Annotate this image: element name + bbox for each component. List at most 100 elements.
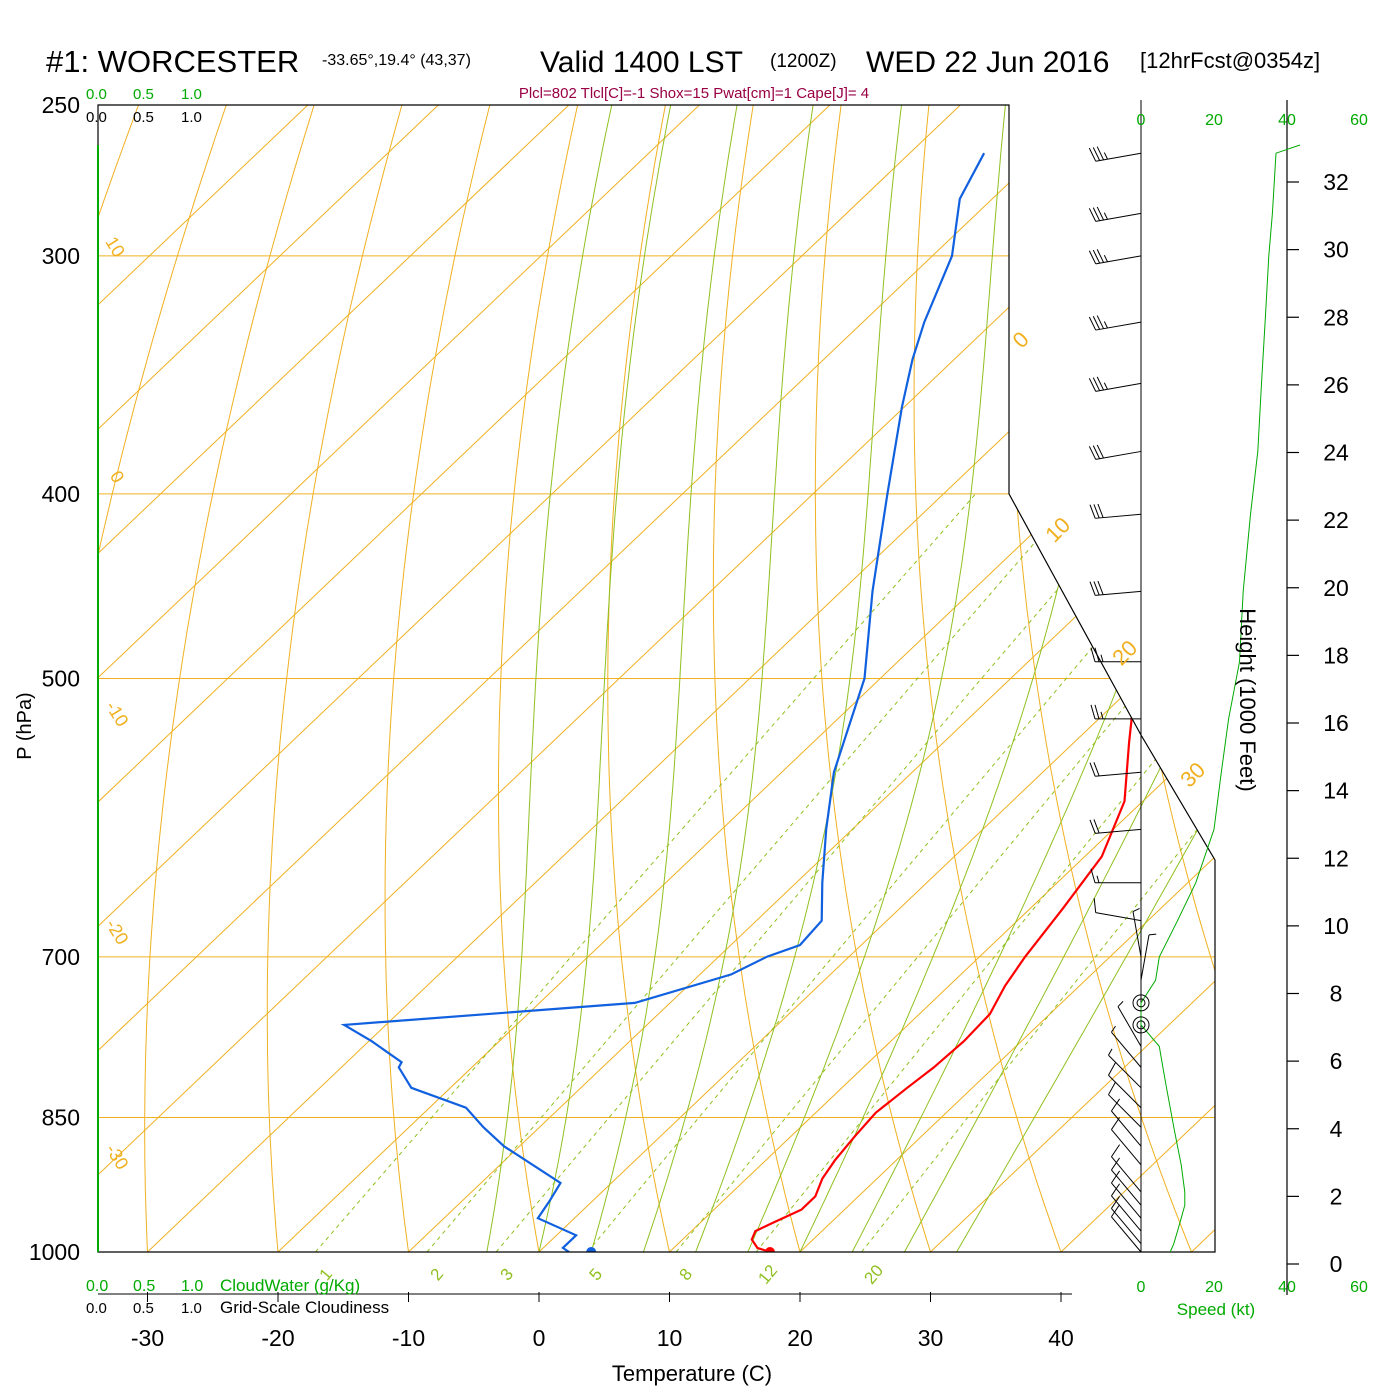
wind-barb-staff <box>1111 1208 1142 1245</box>
dewpoint-profile-line <box>340 152 986 1252</box>
height-tick-label: 26 <box>1323 372 1349 398</box>
mixing-ratio-line <box>587 493 1215 1252</box>
wind-barb-staff <box>1111 1129 1142 1166</box>
wind-barb-feather <box>1093 504 1100 519</box>
wind-barb-feather <box>1111 1098 1120 1112</box>
temperature-tick-label: -10 <box>392 1325 425 1351</box>
speed-top-40: 40 <box>1278 112 1296 129</box>
pressure-tick-label: 700 <box>42 944 80 970</box>
x-axis-label: Temperature (C) <box>612 1361 772 1386</box>
dry-adiabat-line <box>1191 105 1215 1252</box>
moist-adiabat-line <box>642 105 814 1252</box>
dry-adiabat-line <box>266 105 413 1252</box>
isotherm-line <box>98 105 570 1252</box>
isotherm-label: 0 <box>106 467 128 486</box>
adiabat-label: 30 <box>1175 757 1210 792</box>
temperature-tick-label: 40 <box>1048 1325 1074 1351</box>
isotherm-line <box>98 105 309 1252</box>
wind-barb-feather <box>1096 206 1105 221</box>
height-tick-label: 8 <box>1330 981 1343 1007</box>
cloudwater-scale-bottom-1: 0.5 <box>133 1278 155 1295</box>
wind-barb-half-feather <box>1103 321 1108 329</box>
wind-barb-staff <box>1095 828 1142 834</box>
wind-barb-feather <box>1108 1081 1116 1095</box>
wind-barb-half-feather <box>1111 1025 1116 1033</box>
wind-barb <box>1111 1025 1142 1068</box>
speed-bottom-40: 40 <box>1278 1279 1296 1296</box>
calm-wind-marker-inner <box>1136 1020 1146 1030</box>
dry-adiabat-line <box>1367 71 1400 1292</box>
wind-barb-staff <box>1111 1156 1142 1193</box>
wind-barb <box>1111 1204 1142 1253</box>
dry-adiabat-line <box>498 105 586 1252</box>
stability-indices: Plcl=802 Tlcl[C]=-1 Shox=15 Pwat[cm]=1 C… <box>519 85 869 102</box>
wind-barb <box>1088 249 1142 265</box>
valid-time: Valid 1400 LST <box>540 46 743 79</box>
wind-barb <box>1088 444 1142 460</box>
moist-adiabat-line <box>538 105 672 1252</box>
mixing-ratio-label: 5 <box>585 1265 606 1284</box>
wind-barb-half-feather <box>1132 907 1140 913</box>
wind-barb-feather <box>1093 819 1100 834</box>
wind-barb-staff <box>1111 1110 1142 1147</box>
wind-barb <box>1111 1098 1142 1147</box>
pressure-tick-label: 1000 <box>29 1239 80 1265</box>
isotherm-line <box>1191 105 1215 1252</box>
wind-barb <box>1108 1048 1142 1089</box>
adiabat-label: 20 <box>1107 635 1142 670</box>
mixing-ratio-label: 12 <box>754 1261 781 1288</box>
height-tick-label: 32 <box>1323 169 1349 195</box>
isotherm-line <box>98 105 961 1252</box>
isotherm-line <box>98 105 439 1252</box>
wind-barb-half-feather <box>1100 711 1104 720</box>
speed-bottom-0: 0 <box>1137 1279 1146 1296</box>
surface-temperature-marker <box>764 1247 775 1252</box>
temperature-tick-label: 20 <box>787 1325 813 1351</box>
mixing-ratio-line <box>315 493 976 1252</box>
height-axis-label: Height (1000 Feet) <box>1235 608 1260 791</box>
height-tick-label: 30 <box>1323 237 1349 263</box>
mixing-ratio-line <box>495 493 1140 1252</box>
wind-barb-feather <box>1088 446 1097 460</box>
wind-barb <box>1089 580 1142 596</box>
wind-barb-feather <box>1093 898 1097 913</box>
wind-barb-staff <box>1117 1006 1142 1047</box>
wind-barb-feather <box>1096 249 1105 263</box>
height-tick-label: 18 <box>1323 642 1349 668</box>
isotherm-line <box>98 105 700 1252</box>
forecast-info: [12hrFcst@0354z] <box>1140 48 1320 73</box>
wind-barb-feather <box>1097 580 1104 595</box>
isotherm-label: -30 <box>102 1140 133 1173</box>
dry-adiabat-line <box>144 105 326 1252</box>
wind-barb-feather <box>1108 1062 1116 1076</box>
height-tick-label: 20 <box>1323 575 1349 601</box>
wind-barb <box>1089 819 1142 834</box>
surface-dewpoint-marker <box>586 1247 597 1252</box>
wind-barb <box>1088 376 1142 392</box>
wind-barb <box>1088 315 1142 331</box>
temperature-tick-label: -30 <box>131 1325 164 1351</box>
wind-barb-feather <box>1089 581 1096 596</box>
wind-barb-staff <box>1111 1031 1142 1068</box>
speed-bottom-60: 60 <box>1350 1279 1368 1296</box>
wind-barb-feather <box>1092 207 1101 221</box>
wind-barb-half-feather <box>1117 1001 1124 1007</box>
wind-barb <box>1090 704 1141 720</box>
speed-top-0: 0 <box>1137 112 1146 129</box>
cloudiness-label: Grid-Scale Cloudiness <box>220 1298 389 1317</box>
wind-barb-staff <box>1108 1054 1142 1089</box>
adiabat-label: 0 <box>1008 327 1034 353</box>
wind-barb-staff <box>1095 912 1142 922</box>
wind-barb-staff <box>1140 934 1150 981</box>
dry-adiabat-line <box>913 105 1077 1252</box>
cloudiness-scale-top-2: 1.0 <box>181 109 202 126</box>
pressure-tick-label: 250 <box>42 92 80 118</box>
calm-wind-marker <box>1132 1016 1150 1034</box>
calm-wind-marker-inner <box>1136 998 1146 1008</box>
dry-adiabat-line <box>98 105 239 1252</box>
height-tick-label: 4 <box>1330 1116 1343 1142</box>
wind-barb <box>1089 762 1142 777</box>
wind-barb-half-feather <box>1108 1048 1113 1056</box>
mixing-ratio-label: 3 <box>496 1265 517 1284</box>
